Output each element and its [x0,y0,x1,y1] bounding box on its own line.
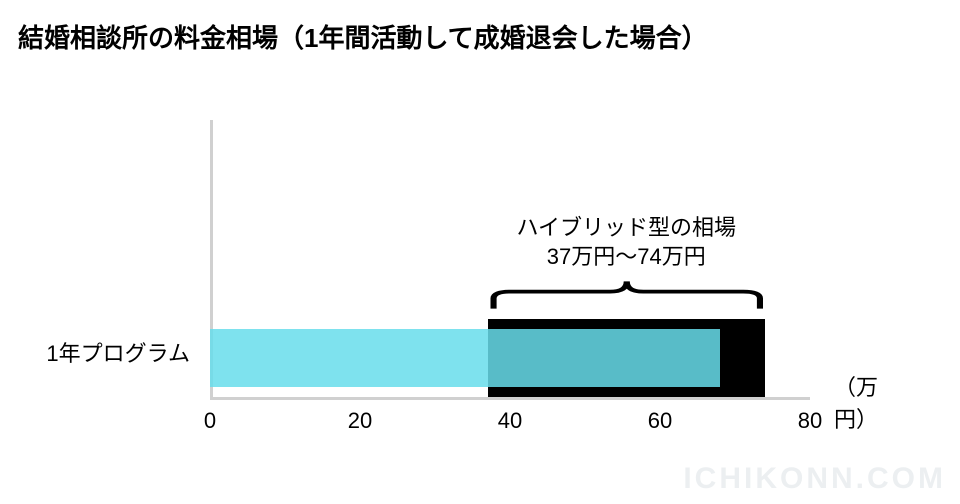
xtick-40: 40 [498,408,522,434]
xtick-20: 20 [348,408,372,434]
annotation-text: ハイブリッド型の相場 37万円〜74万円 [488,213,766,272]
x-unit-label: （万円） [834,370,878,434]
annotation-line2: 37万円〜74万円 [488,242,766,272]
annotation-line1: ハイブリッド型の相場 [488,213,766,243]
xtick-60: 60 [648,408,672,434]
xtick-0: 0 [204,408,216,434]
page-title: 結婚相談所の料金相場（1年間活動して成婚退会した場合） [18,18,708,55]
brace-icon [488,278,766,312]
series-label: 1年プログラム [20,336,190,368]
chart: 0 20 40 60 80 （万円） 1年プログラム ハイブリッド型の相場 37… [210,120,810,400]
xtick-80: 80 [798,408,822,434]
watermark: ICHIKONN.COM [683,462,946,496]
x-axis [210,397,810,400]
value-bar-cyan [210,329,720,387]
